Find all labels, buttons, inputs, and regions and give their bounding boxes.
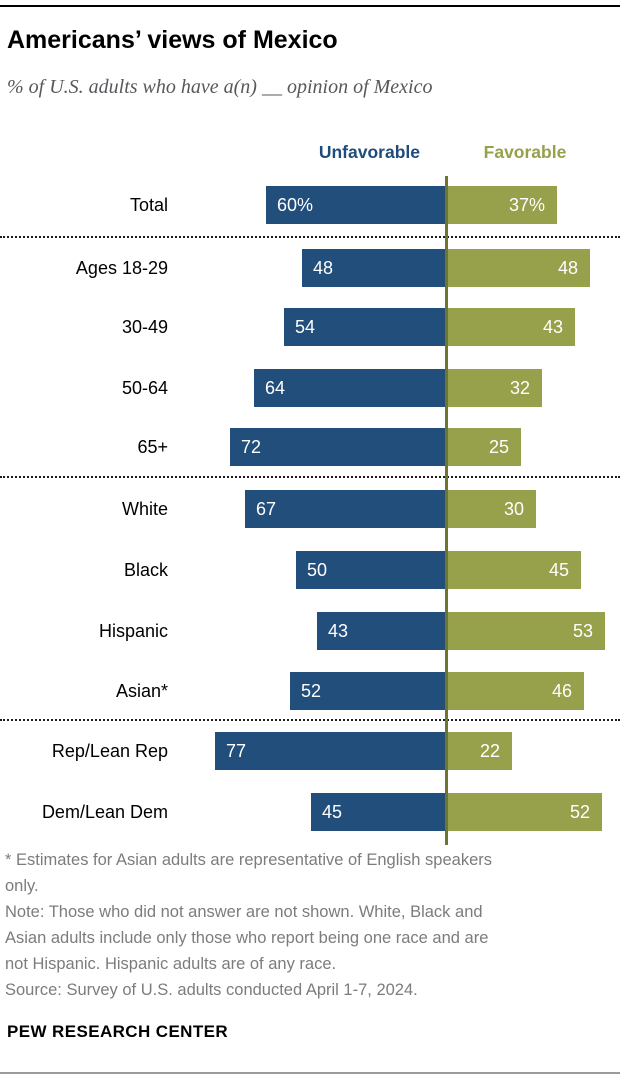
row-label: Hispanic	[98, 621, 168, 641]
row-label: Dem/Lean Dem	[41, 802, 168, 822]
row-label: Ages 18-29	[75, 258, 168, 278]
favorable-bar: 22	[446, 732, 512, 770]
favorable-bar: 53	[446, 612, 605, 650]
footnote-line: Source: Survey of U.S. adults conducted …	[5, 981, 418, 999]
footnote-line: not Hispanic. Hispanic adults are of any…	[5, 955, 337, 973]
unfavorable-bar: 54	[284, 308, 446, 346]
unfavorable-bar: 43	[317, 612, 446, 650]
favorable-value: 46	[551, 681, 572, 701]
diverging-bar-chart: Total 60% 37% Ages 18-29 48 48 30-49 54 43 50-64 6…	[0, 176, 620, 845]
bottom-divider	[0, 1072, 620, 1074]
favorable-value: 30	[503, 499, 524, 519]
top-divider	[0, 5, 620, 7]
row-label: Black	[123, 560, 168, 580]
unfavorable-bar: 50	[296, 551, 446, 589]
page-title: Americans’ views of Mexico	[7, 26, 338, 54]
favorable-value: 25	[488, 437, 509, 457]
unfavorable-bar: 72	[230, 428, 446, 466]
favorable-value: 32	[509, 378, 530, 398]
section-separator	[0, 719, 620, 721]
row-label: 65+	[137, 437, 168, 457]
pew-research-center-wordmark: PEW RESEARCH CENTER	[7, 1022, 229, 1041]
legend-unfavorable-label: Unfavorable	[318, 142, 420, 162]
footnote-line: Asian adults include only those who repo…	[5, 929, 489, 947]
favorable-value: 45	[548, 560, 569, 580]
unfavorable-bar: 67	[245, 490, 446, 528]
favorable-bar: 48	[446, 249, 590, 287]
unfavorable-bar: 52	[290, 672, 446, 710]
footnote-line: Note: Those who did not answer are not s…	[5, 903, 483, 921]
favorable-bar: 46	[446, 672, 584, 710]
favorable-bar: 30	[446, 490, 536, 528]
favorable-value: 48	[557, 258, 578, 278]
chart-subtitle: % of U.S. adults who have a(n) __ opinio…	[7, 76, 433, 98]
row-label: White	[121, 499, 168, 519]
unfavorable-bar: 60%	[266, 186, 446, 224]
unfavorable-value: 45	[322, 802, 343, 822]
row-label: Rep/Lean Rep	[51, 741, 168, 761]
favorable-value: 22	[479, 741, 500, 761]
row-label: 50-64	[121, 378, 168, 398]
footnote-line: only.	[5, 877, 39, 895]
favorable-bar: 52	[446, 793, 602, 831]
favorable-bar: 32	[446, 369, 542, 407]
unfavorable-bar: 77	[215, 732, 446, 770]
row-label: Asian*	[115, 681, 168, 701]
unfavorable-value: 48	[313, 258, 334, 278]
footnotes: * Estimates for Asian adults are represe…	[5, 847, 615, 1003]
section-separator	[0, 476, 620, 478]
favorable-value: 43	[542, 317, 563, 337]
unfavorable-value: 77	[226, 741, 247, 761]
row-label: Total	[129, 195, 168, 215]
unfavorable-value: 72	[241, 437, 262, 457]
footnote-line: * Estimates for Asian adults are represe…	[5, 851, 492, 869]
unfavorable-value: 54	[295, 317, 316, 337]
center-axis-line	[445, 176, 448, 845]
legend-favorable-label: Favorable	[483, 142, 567, 162]
unfavorable-value: 67	[256, 499, 277, 519]
favorable-value: 53	[572, 621, 593, 641]
favorable-value: 52	[569, 802, 590, 822]
favorable-value: 37%	[508, 195, 545, 215]
favorable-bar: 43	[446, 308, 575, 346]
unfavorable-bar: 48	[302, 249, 446, 287]
unfavorable-value: 50	[307, 560, 328, 580]
unfavorable-value: 64	[265, 378, 286, 398]
favorable-bar: 45	[446, 551, 581, 589]
unfavorable-value: 52	[301, 681, 322, 701]
unfavorable-bar: 64	[254, 369, 446, 407]
unfavorable-value: 60%	[277, 195, 314, 215]
section-separator	[0, 236, 620, 238]
unfavorable-bar: 45	[311, 793, 446, 831]
favorable-bar: 25	[446, 428, 521, 466]
row-label: 30-49	[121, 317, 168, 337]
favorable-bar: 37%	[446, 186, 557, 224]
unfavorable-value: 43	[328, 621, 349, 641]
